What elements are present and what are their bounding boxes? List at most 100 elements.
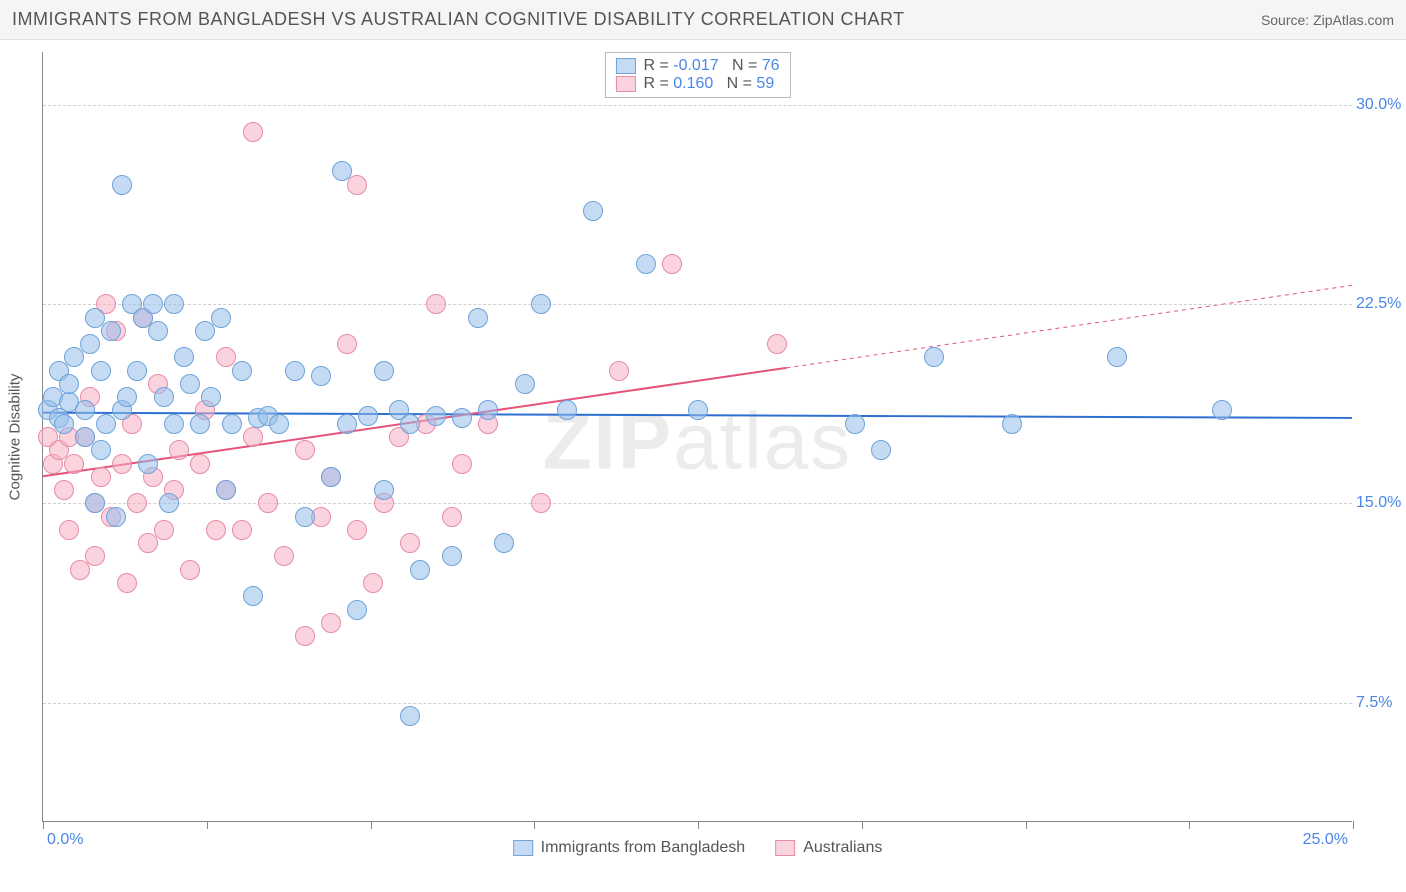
scatter-point-b xyxy=(452,454,472,474)
scatter-point-a xyxy=(347,600,367,620)
scatter-point-b xyxy=(258,493,278,513)
scatter-point-b xyxy=(154,520,174,540)
scatter-point-a xyxy=(117,387,137,407)
scatter-point-a xyxy=(295,507,315,527)
scatter-point-b xyxy=(363,573,383,593)
scatter-point-a xyxy=(452,408,472,428)
scatter-point-a xyxy=(269,414,289,434)
scatter-point-a xyxy=(216,480,236,500)
scatter-point-a xyxy=(515,374,535,394)
y-tick-label: 7.5% xyxy=(1356,694,1402,712)
legend-swatch xyxy=(615,58,635,74)
scatter-point-b xyxy=(59,520,79,540)
scatter-point-b xyxy=(337,334,357,354)
scatter-point-b xyxy=(531,493,551,513)
scatter-point-a xyxy=(845,414,865,434)
scatter-point-a xyxy=(243,586,263,606)
scatter-point-a xyxy=(164,414,184,434)
scatter-point-b xyxy=(347,175,367,195)
scatter-point-a xyxy=(426,406,446,426)
x-axis-max: 25.0% xyxy=(1303,831,1348,849)
scatter-point-b xyxy=(274,546,294,566)
scatter-point-a xyxy=(190,414,210,434)
scatter-point-a xyxy=(159,493,179,513)
scatter-point-a xyxy=(557,400,577,420)
scatter-point-b xyxy=(64,454,84,474)
scatter-point-a xyxy=(138,454,158,474)
scatter-point-a xyxy=(285,361,305,381)
chart-title: IMMIGRANTS FROM BANGLADESH VS AUSTRALIAN… xyxy=(12,9,905,30)
scatter-point-b xyxy=(91,467,111,487)
legend-series: Immigrants from Bangladesh Australians xyxy=(513,839,883,857)
scatter-point-b xyxy=(609,361,629,381)
scatter-point-b xyxy=(295,626,315,646)
source-label: Source: xyxy=(1261,12,1309,28)
x-tick xyxy=(1189,821,1190,829)
scatter-point-b xyxy=(112,454,132,474)
scatter-point-a xyxy=(85,493,105,513)
scatter-point-a xyxy=(91,440,111,460)
scatter-point-a xyxy=(201,387,221,407)
y-axis-title: Cognitive Disability xyxy=(7,373,24,500)
scatter-point-b xyxy=(321,613,341,633)
x-tick xyxy=(862,821,863,829)
x-axis-min: 0.0% xyxy=(47,831,83,849)
scatter-point-a xyxy=(211,308,231,328)
scatter-point-a xyxy=(374,480,394,500)
legend-swatch xyxy=(615,76,635,92)
scatter-point-a xyxy=(1212,400,1232,420)
scatter-point-a xyxy=(180,374,200,394)
scatter-point-b xyxy=(169,440,189,460)
scatter-point-b xyxy=(426,294,446,314)
legend-item: Australians xyxy=(775,839,882,857)
x-tick xyxy=(207,821,208,829)
trend-lines-layer xyxy=(43,52,1352,821)
legend-stats-box: R = -0.017 N = 76R = 0.160 N = 59 xyxy=(604,52,790,98)
scatter-point-b xyxy=(767,334,787,354)
scatter-point-b xyxy=(117,573,137,593)
scatter-point-a xyxy=(54,414,74,434)
legend-item: Immigrants from Bangladesh xyxy=(513,839,746,857)
scatter-point-a xyxy=(101,321,121,341)
x-tick xyxy=(534,821,535,829)
x-tick xyxy=(43,821,44,829)
scatter-point-a xyxy=(106,507,126,527)
x-tick xyxy=(1026,821,1027,829)
scatter-point-a xyxy=(174,347,194,367)
scatter-point-b xyxy=(127,493,147,513)
legend-label: Australians xyxy=(803,839,882,857)
y-tick-label: 22.5% xyxy=(1356,295,1402,313)
scatter-point-b xyxy=(442,507,462,527)
scatter-point-a xyxy=(112,175,132,195)
scatter-point-a xyxy=(232,361,252,381)
scatter-point-a xyxy=(924,347,944,367)
gridline xyxy=(43,503,1352,504)
scatter-point-b xyxy=(662,254,682,274)
x-tick xyxy=(371,821,372,829)
scatter-point-a xyxy=(222,414,242,434)
scatter-point-a xyxy=(1107,347,1127,367)
scatter-point-a xyxy=(321,467,341,487)
legend-stat-row: R = 0.160 N = 59 xyxy=(615,75,779,93)
scatter-point-b xyxy=(232,520,252,540)
scatter-point-b xyxy=(180,560,200,580)
y-tick-label: 15.0% xyxy=(1356,494,1402,512)
gridline xyxy=(43,304,1352,305)
source-name: ZipAtlas.com xyxy=(1313,12,1394,28)
legend-label: Immigrants from Bangladesh xyxy=(541,839,746,857)
scatter-point-a xyxy=(583,201,603,221)
scatter-point-a xyxy=(636,254,656,274)
scatter-point-a xyxy=(478,400,498,420)
scatter-point-a xyxy=(400,706,420,726)
scatter-point-a xyxy=(442,546,462,566)
scatter-point-b xyxy=(243,122,263,142)
scatter-point-a xyxy=(59,374,79,394)
scatter-point-b xyxy=(206,520,226,540)
scatter-point-a xyxy=(75,400,95,420)
scatter-point-a xyxy=(91,361,111,381)
scatter-point-a xyxy=(358,406,378,426)
legend-stat-row: R = -0.017 N = 76 xyxy=(615,57,779,75)
scatter-point-b xyxy=(295,440,315,460)
scatter-point-b xyxy=(347,520,367,540)
source-attribution: Source: ZipAtlas.com xyxy=(1261,12,1394,28)
